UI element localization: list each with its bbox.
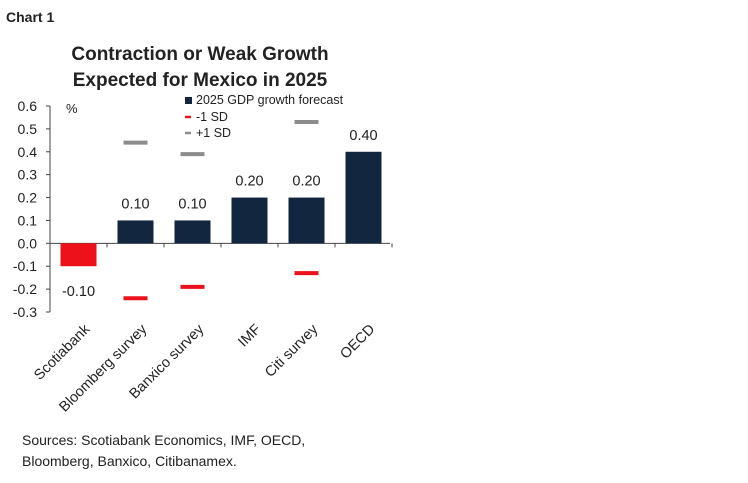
y-tick-label: -0.3 <box>13 304 37 320</box>
x-category-label: Scotiabank <box>31 321 94 384</box>
data-label: 0.20 <box>235 174 263 190</box>
bar <box>117 220 154 244</box>
y-tick-label: 0.4 <box>18 144 38 160</box>
y-tick-label: 0.2 <box>18 190 38 206</box>
y-tick-label: 0.0 <box>18 235 38 251</box>
y-tick-label: 0.5 <box>18 121 38 137</box>
legend: 2025 GDP growth forecast -1 SD +1 SD <box>185 93 344 140</box>
bar <box>288 197 325 244</box>
chart-number: Chart 1 <box>6 9 54 25</box>
data-label: 0.10 <box>121 196 149 212</box>
x-category-label: IMF <box>235 321 264 350</box>
chart-title-line2: Expected for Mexico in 2025 <box>73 70 328 91</box>
y-tick-label: -0.1 <box>13 258 37 274</box>
data-label: 0.10 <box>178 196 206 212</box>
bar <box>174 220 211 244</box>
y-tick-label: 0.6 <box>18 98 38 114</box>
legend-label-forecast: 2025 GDP growth forecast <box>196 93 344 107</box>
data-label: 0.20 <box>292 174 320 190</box>
x-category-label: OECD <box>337 322 378 363</box>
bar <box>345 151 382 244</box>
source-note-line2: Bloomberg, Banxico, Citibanamex. <box>22 453 237 469</box>
y-tick-label: 0.3 <box>18 167 38 183</box>
y-tick-label: -0.2 <box>13 281 37 297</box>
plot-area: 0.6 0.5 0.4 0.3 0.2 0.1 0.0 -0.1 -0.2 -0.3 -0.10 Sc… <box>13 98 393 415</box>
legend-swatch-forecast <box>185 97 192 104</box>
x-category-label: Citi survey <box>262 321 322 381</box>
legend-label-minus-sd: -1 SD <box>196 110 228 124</box>
data-label: 0.40 <box>349 128 377 144</box>
legend-label-plus-sd: +1 SD <box>196 126 231 140</box>
y-tick-label: 0.1 <box>18 212 38 228</box>
data-label: -0.10 <box>62 284 95 300</box>
unit-label: % <box>66 101 78 116</box>
chart-title-line1: Contraction or Weak Growth <box>71 44 328 65</box>
source-note-line1: Sources: Scotiabank Economics, IMF, OECD… <box>22 432 305 448</box>
bar <box>60 243 97 267</box>
bar <box>231 197 268 244</box>
